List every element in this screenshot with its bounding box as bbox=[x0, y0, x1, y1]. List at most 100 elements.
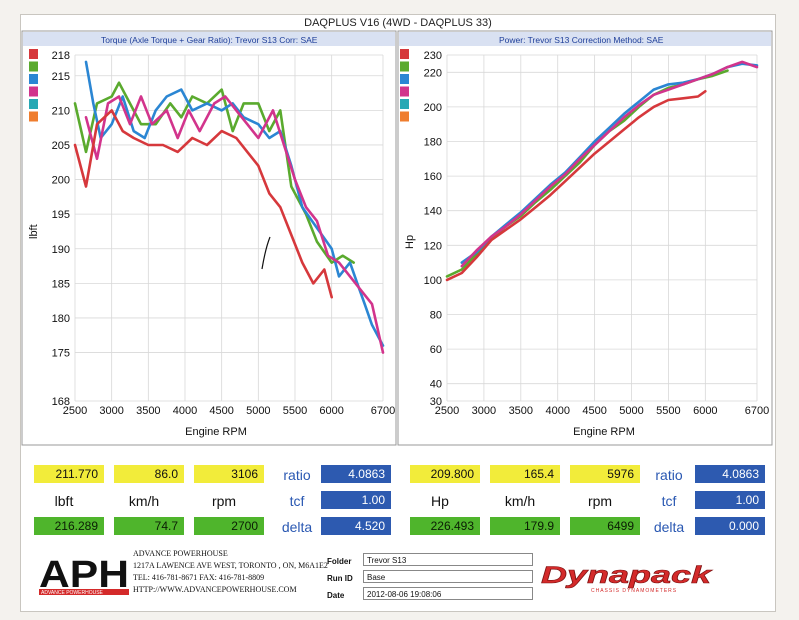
power-grid bbox=[446, 54, 758, 402]
series-line bbox=[73, 81, 355, 264]
legend-swatch bbox=[400, 111, 409, 122]
power-rpm-label: rpm bbox=[587, 493, 613, 509]
y-tick-label: 218 bbox=[52, 50, 70, 62]
power-delta-value: 0.000 bbox=[695, 517, 765, 535]
series-line bbox=[73, 109, 333, 299]
max-torque-value: 216.289 bbox=[34, 517, 104, 535]
power-rpm-readout-value: 5976 bbox=[570, 465, 640, 483]
power-series bbox=[445, 60, 759, 282]
torque-series bbox=[73, 60, 385, 354]
page-title: DAQPLUS V16 (4WD - DAQPLUS 33) bbox=[304, 17, 492, 29]
x-tick-label: 5000 bbox=[246, 405, 270, 417]
torque-legend bbox=[29, 49, 38, 122]
x-tick-label: 2500 bbox=[435, 405, 459, 417]
dynapack-logo-subtitle: CHASSIS DYNAMOMETERS bbox=[591, 588, 677, 594]
company-website: HTTP://WWW.ADVANCEPOWERHOUSE.COM bbox=[133, 585, 297, 594]
legend-swatch bbox=[29, 61, 38, 72]
torque-panel-frame bbox=[21, 30, 397, 446]
power-panel-frame bbox=[397, 30, 773, 446]
x-tick-label: 5000 bbox=[619, 405, 643, 417]
series-line bbox=[460, 60, 759, 268]
power-ratio-label: ratio bbox=[655, 467, 683, 483]
max-power-value: 226.493 bbox=[410, 517, 480, 535]
y-tick-label: 215 bbox=[52, 71, 70, 83]
max-power-speed-value: 179.9 bbox=[490, 517, 560, 535]
power-chart-title: Power: Trevor S13 Correction Method: SAE bbox=[499, 35, 664, 45]
x-tick-label: 4500 bbox=[209, 405, 233, 417]
x-tick-label: 3000 bbox=[99, 405, 123, 417]
y-tick-label: 160 bbox=[424, 171, 442, 183]
power-chart: Power: Trevor S13 Correction Method: SAE… bbox=[397, 30, 773, 446]
x-tick-label: 3000 bbox=[472, 405, 496, 417]
folder-label: Folder bbox=[327, 557, 352, 566]
y-tick-label: 185 bbox=[52, 278, 70, 290]
y-tick-label: 60 bbox=[430, 344, 442, 356]
legend-swatch bbox=[29, 111, 38, 122]
date-label: Date bbox=[327, 591, 345, 600]
x-tick-label: 6700 bbox=[745, 405, 769, 417]
x-tick-label: 4500 bbox=[582, 405, 606, 417]
folder-value: Trevor S13 bbox=[363, 553, 533, 566]
y-tick-label: 205 bbox=[52, 140, 70, 152]
ratio-value: 4.0863 bbox=[321, 465, 391, 483]
x-tick-label: 6700 bbox=[371, 405, 395, 417]
power-kmh-label: km/h bbox=[504, 493, 536, 509]
legend-swatch bbox=[400, 86, 409, 97]
torque-y-axis-label: lbft bbox=[28, 224, 40, 239]
y-tick-label: 140 bbox=[424, 206, 442, 218]
y-tick-label: 200 bbox=[52, 175, 70, 187]
torque-readout-value: 211.770 bbox=[34, 465, 104, 483]
date-value: 2012-08-06 19:08:06 bbox=[363, 587, 533, 600]
y-tick-label: 200 bbox=[424, 102, 442, 114]
power-x-axis-label: Engine RPM bbox=[573, 426, 635, 438]
legend-swatch bbox=[29, 49, 38, 59]
lbft-label: lbft bbox=[54, 493, 74, 509]
torque-chart-title: Torque (Axle Torque + Gear Ratio): Trevo… bbox=[101, 35, 318, 45]
y-tick-label: 100 bbox=[424, 275, 442, 287]
rpm-label: rpm bbox=[211, 493, 237, 509]
y-tick-label: 180 bbox=[424, 137, 442, 149]
tcf-value: 1.00 bbox=[321, 491, 391, 509]
legend-swatch bbox=[400, 49, 409, 59]
dynapack-logo: Dynapack CHASSIS DYNAMOMETERS bbox=[541, 562, 714, 594]
y-tick-label: 175 bbox=[52, 348, 70, 360]
y-tick-label: 230 bbox=[424, 50, 442, 62]
y-tick-label: 168 bbox=[52, 396, 70, 408]
readout-panel: 211.770 86.0 3106 ratio 4.0863 lbft km/h… bbox=[21, 455, 775, 547]
x-tick-label: 4000 bbox=[173, 405, 197, 417]
power-speed-readout-value: 165.4 bbox=[490, 465, 560, 483]
dyno-sheet: DAQPLUS V16 (4WD - DAQPLUS 33) Torque (A… bbox=[20, 14, 776, 612]
company-name: ADVANCE POWERHOUSE bbox=[133, 549, 228, 558]
legend-swatch bbox=[29, 86, 38, 97]
series-line bbox=[84, 95, 385, 354]
y-tick-label: 120 bbox=[424, 240, 442, 252]
dynapack-logo-text: Dynapack bbox=[541, 562, 713, 589]
y-tick-label: 30 bbox=[430, 396, 442, 408]
pen-mark bbox=[261, 236, 271, 270]
y-tick-label: 195 bbox=[52, 209, 70, 221]
x-tick-label: 5500 bbox=[656, 405, 680, 417]
power-legend bbox=[400, 49, 409, 122]
x-tick-label: 6000 bbox=[319, 405, 343, 417]
y-tick-label: 210 bbox=[52, 105, 70, 117]
aph-logo-stripe bbox=[39, 589, 129, 595]
power-x-ticks: 2500 3000 3500 4000 4500 5000 5500 6000 6700 bbox=[435, 405, 769, 417]
power-y-axis-label: Hp bbox=[404, 235, 416, 249]
legend-swatch bbox=[29, 99, 38, 109]
power-readout-value: 209.800 bbox=[410, 465, 480, 483]
power-tcf-value: 1.00 bbox=[695, 491, 765, 509]
series-line bbox=[460, 62, 759, 264]
torque-title-bar bbox=[23, 32, 395, 46]
legend-swatch bbox=[29, 74, 38, 84]
aph-logo: APH ADVANCE POWERHOUSE bbox=[39, 554, 129, 596]
legend-swatch bbox=[400, 99, 409, 109]
rpm-readout-value: 3106 bbox=[194, 465, 264, 483]
run-id-label: Run ID bbox=[327, 574, 353, 583]
ratio-label: ratio bbox=[283, 467, 311, 483]
power-tcf-label: tcf bbox=[661, 493, 677, 509]
y-tick-label: 220 bbox=[424, 67, 442, 79]
company-phone: TEL: 416-781-8671 FAX: 416-781-8809 bbox=[133, 573, 265, 582]
power-title-bar bbox=[399, 32, 771, 46]
company-address: 1217A LAWENCE AVE WEST, TORONTO , ON, M6… bbox=[133, 561, 328, 570]
power-y-ticks: 30 40 60 80 100 120 140 160 180 200 220 230 bbox=[424, 50, 442, 408]
